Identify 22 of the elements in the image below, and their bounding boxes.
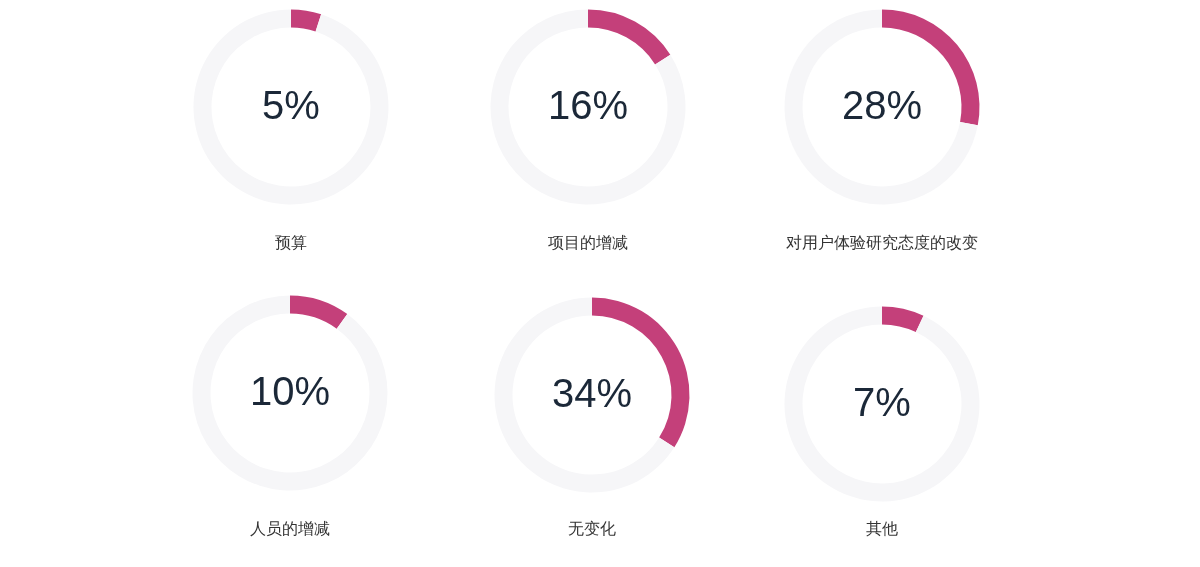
donut-slice bbox=[494, 297, 675, 493]
data-label: 7% bbox=[853, 380, 911, 424]
data-label: 28% bbox=[841, 83, 923, 127]
donut-slice bbox=[784, 9, 978, 205]
donut-slice bbox=[291, 9, 322, 32]
text: 对用户体验研究态度的改变 bbox=[786, 233, 978, 252]
donut-slice bbox=[193, 9, 389, 205]
data-label: 34% bbox=[551, 371, 633, 415]
donut-slice bbox=[784, 306, 980, 502]
donut-slice bbox=[192, 295, 388, 491]
text: 无变化 bbox=[568, 519, 616, 538]
text: 人员的增减 bbox=[250, 519, 330, 538]
donut-slice bbox=[882, 306, 924, 333]
donut-slice bbox=[490, 9, 686, 205]
text: 项目的增减 bbox=[548, 233, 628, 252]
data-label: 5% bbox=[262, 83, 320, 127]
data-label: 16% bbox=[547, 83, 629, 127]
donut-slice bbox=[290, 295, 348, 329]
text: 其他 bbox=[866, 519, 898, 538]
donut-slice bbox=[588, 9, 671, 65]
data-label: 10% bbox=[249, 369, 331, 413]
text: 预算 bbox=[275, 233, 307, 252]
